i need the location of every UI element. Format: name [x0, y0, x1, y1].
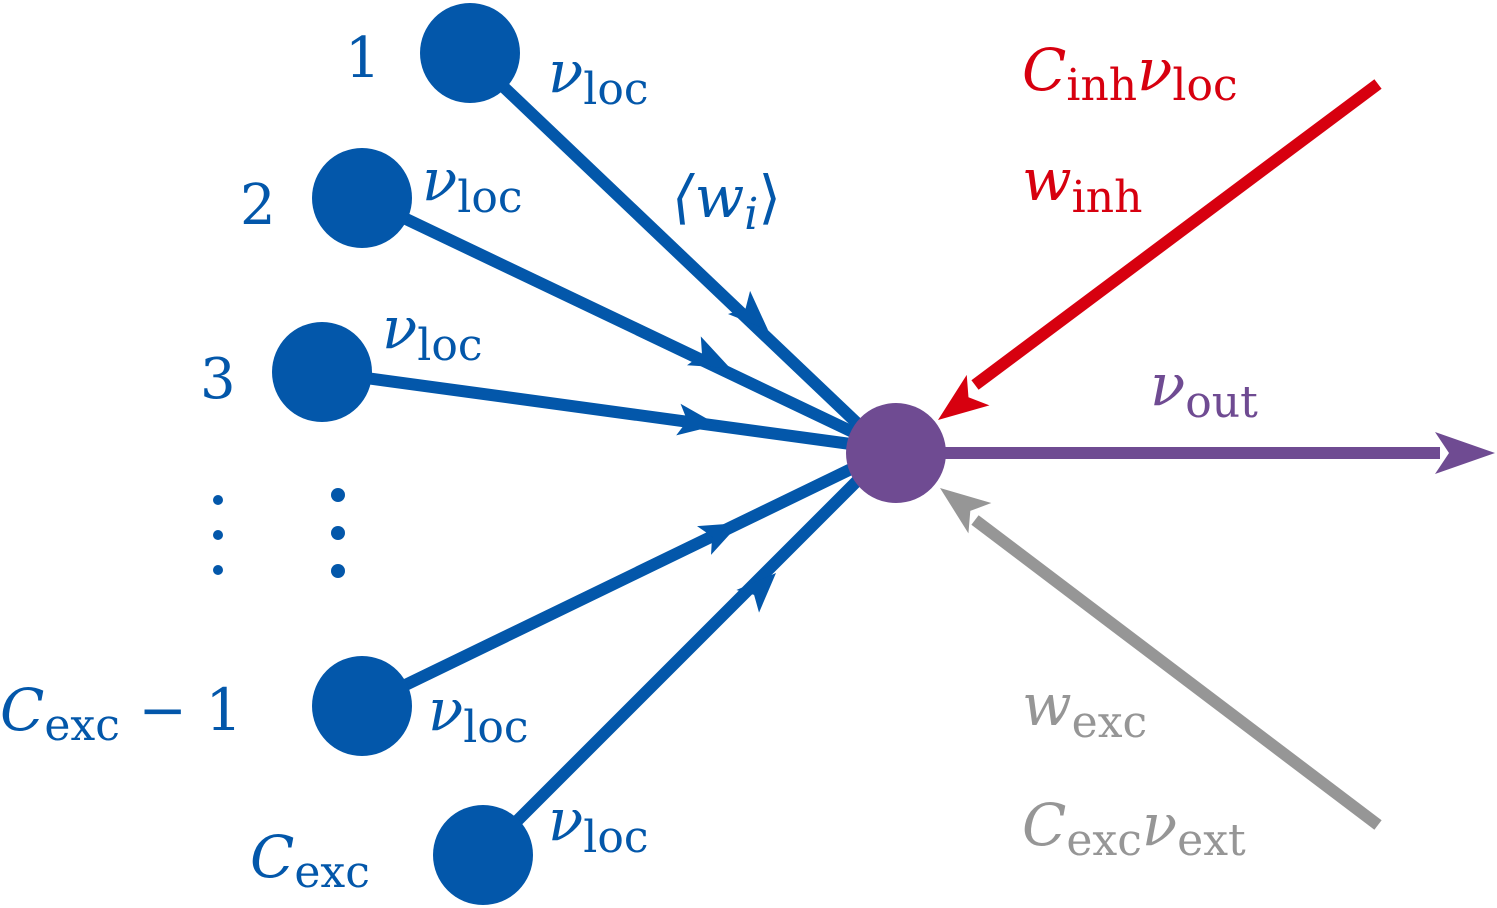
local-labels: 1 2 3 Cexc − 1 Cexc νloc νloc νloc νloc … [0, 26, 781, 898]
input-node-3 [272, 322, 372, 422]
input-node-2 [312, 148, 412, 248]
edge-input-n [478, 453, 885, 860]
inhibitory-weight-label: winh [1022, 146, 1142, 223]
input-index-n: Cexc [250, 823, 370, 898]
arrowhead-input-n [736, 573, 776, 613]
ellipsis-dot [331, 526, 345, 540]
output-rate-label: νout [1150, 351, 1258, 428]
input-nodes [272, 3, 533, 905]
ellipsis-dot [213, 530, 223, 540]
arrowhead-input-3 [676, 403, 718, 436]
inhibitory-arrowhead [938, 374, 990, 420]
weight-label-local: ⟨wi⟩ [672, 163, 781, 240]
external-labels: wexc Cexcνext [1022, 671, 1246, 866]
output-labels: νout [1150, 351, 1258, 428]
external-connection [940, 488, 1382, 830]
external-rate-label: Cexcνext [1022, 791, 1246, 866]
input-index-2: 2 [240, 173, 276, 238]
arrowhead-input-n-minus-1 [697, 523, 740, 555]
input-node-n [433, 805, 533, 905]
ellipsis-dot [213, 565, 223, 575]
ellipsis-dot [213, 495, 223, 505]
input-index-1: 1 [345, 26, 381, 91]
local-connections [321, 50, 885, 860]
target-neuron [846, 403, 946, 503]
input-index-n-minus-1: Cexc − 1 [0, 676, 242, 751]
inhibitory-rate-label: Cinhνloc [1022, 36, 1238, 111]
edge-input-2 [359, 192, 883, 451]
ellipsis-dot [331, 564, 345, 578]
output-arrowhead [1435, 432, 1495, 474]
ellipsis-dot [331, 488, 345, 502]
arrowhead-input-2 [687, 336, 730, 368]
inhibitory-edge [971, 79, 1382, 390]
edge-input-n-minus-1 [359, 449, 883, 712]
external-weight-label: wexc [1022, 671, 1147, 748]
inhibitory-connection [938, 79, 1382, 420]
rate-label-input-1: νloc [548, 38, 648, 115]
input-node-1 [420, 3, 520, 103]
local-arrowheads [676, 290, 776, 613]
input-index-3: 3 [200, 347, 236, 412]
arrowhead-input-1 [727, 290, 768, 330]
rate-label-input-3: νloc [382, 294, 482, 371]
external-edge [971, 515, 1382, 830]
rate-label-input-n: νloc [548, 786, 648, 863]
inhibitory-labels: Cinhνloc winh [1022, 36, 1238, 223]
input-node-n-minus-1 [312, 656, 412, 756]
rate-label-input-n-minus-1: νloc [428, 676, 528, 753]
edge-input-3 [321, 366, 881, 454]
edge-input-1 [465, 50, 885, 450]
ellipsis-dots [213, 488, 345, 578]
rate-label-input-2: νloc [422, 146, 522, 223]
external-arrowhead [940, 488, 992, 534]
output-connection [940, 432, 1495, 474]
